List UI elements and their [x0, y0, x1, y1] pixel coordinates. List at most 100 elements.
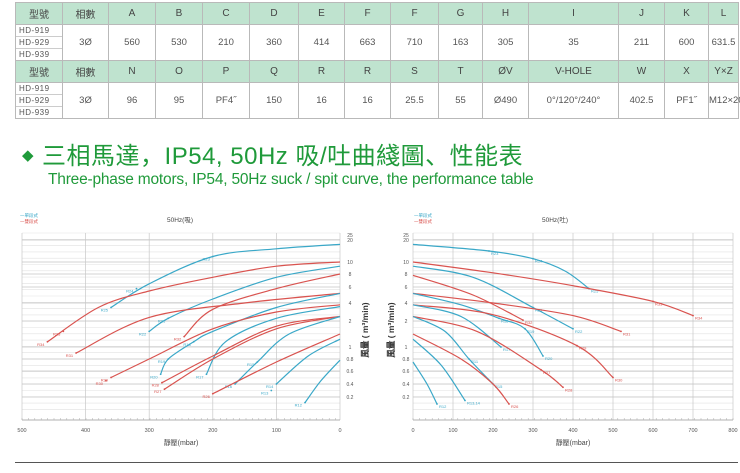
curve-point	[161, 381, 163, 384]
table-cell: 210	[202, 24, 250, 61]
curve-point	[532, 306, 534, 309]
y-tick-label: 25	[403, 233, 409, 239]
curve-single-stage	[412, 265, 574, 330]
curve-point	[524, 327, 526, 330]
curve-label: R11	[471, 359, 479, 364]
curve-label: R26	[202, 394, 210, 399]
x-axis-label: 靜壓(mbar)	[556, 438, 591, 447]
y-axis-label: 風量 ( m³/min)	[360, 302, 370, 357]
legend-entry: 一單段式	[20, 212, 38, 219]
curve-label: R32	[174, 337, 182, 342]
curve-label: R34	[37, 342, 45, 347]
curve-point	[692, 314, 694, 317]
column-header: W	[618, 60, 665, 83]
header-row-2: 型號 相數 N O P Q R R S T ØV V-HOLE W X Y×Z	[15, 60, 739, 83]
curve-point	[167, 358, 170, 360]
curve-double-stage	[75, 292, 341, 354]
curve-label: R19	[158, 359, 166, 364]
column-header: 相數	[62, 2, 109, 25]
curve-point	[542, 355, 544, 357]
curve-label: R29	[579, 346, 587, 351]
curve-label: R25	[591, 289, 599, 294]
table-cell: 402.5	[618, 82, 665, 119]
y-tick-label: 4	[405, 301, 408, 307]
table-cell: PF4˝	[202, 82, 250, 119]
x-tick-label: 500	[608, 428, 617, 434]
model-list: HD-919 HD-929 HD-939	[15, 82, 63, 119]
table-cell: 96	[108, 82, 156, 119]
column-header: C	[202, 2, 250, 25]
table-cell: 55	[438, 82, 483, 119]
column-header: L	[708, 2, 739, 25]
column-header: F	[344, 2, 391, 25]
x-tick-label: 100	[448, 428, 457, 434]
curve-label: R30	[615, 378, 623, 383]
curve-point	[522, 319, 524, 321]
curve-label: R33	[53, 331, 61, 336]
y-tick-label: 0.6	[347, 369, 354, 375]
column-header: F	[390, 2, 439, 25]
curve-label: R24	[535, 259, 543, 264]
curve-label: R18	[183, 342, 191, 347]
curve-label: R19	[527, 329, 535, 334]
curve-label: R31	[66, 353, 74, 358]
curve-point	[211, 255, 214, 258]
curve-label: R12	[295, 403, 303, 408]
curve-single-stage	[412, 361, 438, 405]
curve-point	[620, 330, 622, 333]
table-cell: 305	[482, 24, 529, 61]
curve-point	[62, 330, 65, 333]
x-tick-label: 100	[272, 428, 281, 434]
table-cell: 710	[390, 24, 439, 61]
table-cell: 211	[618, 24, 665, 61]
curve-label: R22	[575, 329, 583, 334]
curve-point	[183, 335, 186, 338]
data-row-1: HD-919 HD-929 HD-939 3Ø 560 530 210 360 414 663 71…	[15, 24, 739, 61]
table-cell: 150	[249, 82, 299, 119]
x-tick-label: 200	[208, 428, 217, 434]
y-tick-label: 0.2	[403, 395, 410, 401]
model-name: HD-939	[19, 50, 50, 59]
curve-label: R27	[154, 389, 162, 394]
curve-single-stage	[412, 243, 590, 290]
y-tick-label: 2	[349, 319, 352, 325]
curve-point	[75, 352, 77, 354]
table-cell: 163	[438, 24, 483, 61]
curve-double-stage	[412, 304, 614, 378]
curve-point	[110, 306, 112, 309]
curve-label: R20	[545, 356, 553, 361]
column-header: T	[438, 60, 483, 83]
x-tick-label: 0	[338, 428, 341, 434]
model-name: HD-919	[16, 83, 62, 95]
curve-single-stage	[160, 292, 341, 375]
table-cell: 25.5	[390, 82, 439, 119]
y-tick-label: 0.4	[403, 382, 410, 388]
curve-double-stage	[412, 274, 524, 321]
column-header: R	[298, 60, 345, 83]
curve-label: R13,14	[467, 401, 481, 406]
column-header: O	[155, 60, 203, 83]
curve-point	[211, 392, 214, 395]
curve-label: R17	[503, 347, 511, 352]
y-tick-label: 2	[405, 319, 408, 325]
curve-single-stage	[304, 359, 341, 403]
curve-point	[205, 373, 208, 376]
curve-point	[532, 257, 534, 260]
column-header: 型號	[15, 2, 63, 25]
model-name: HD-919	[16, 25, 62, 37]
x-tick-label: 300	[145, 428, 154, 434]
curve-label: R23	[202, 257, 210, 262]
curve-double-stage	[412, 292, 622, 332]
x-tick-label: 200	[488, 428, 497, 434]
y-tick-label: 10	[347, 260, 353, 266]
curve-double-stage	[110, 304, 341, 379]
curve-label: R25	[101, 308, 109, 313]
column-header: B	[155, 2, 203, 25]
diamond-bullet-icon: ◆	[22, 147, 35, 164]
table-cell: Ø490	[482, 82, 529, 119]
curve-label: R33	[655, 301, 663, 306]
table-cell: 95	[155, 82, 203, 119]
legend-entry: 一單段式	[414, 212, 432, 219]
table-cell: PF1˝	[664, 82, 709, 119]
curve-single-stage	[148, 265, 341, 332]
